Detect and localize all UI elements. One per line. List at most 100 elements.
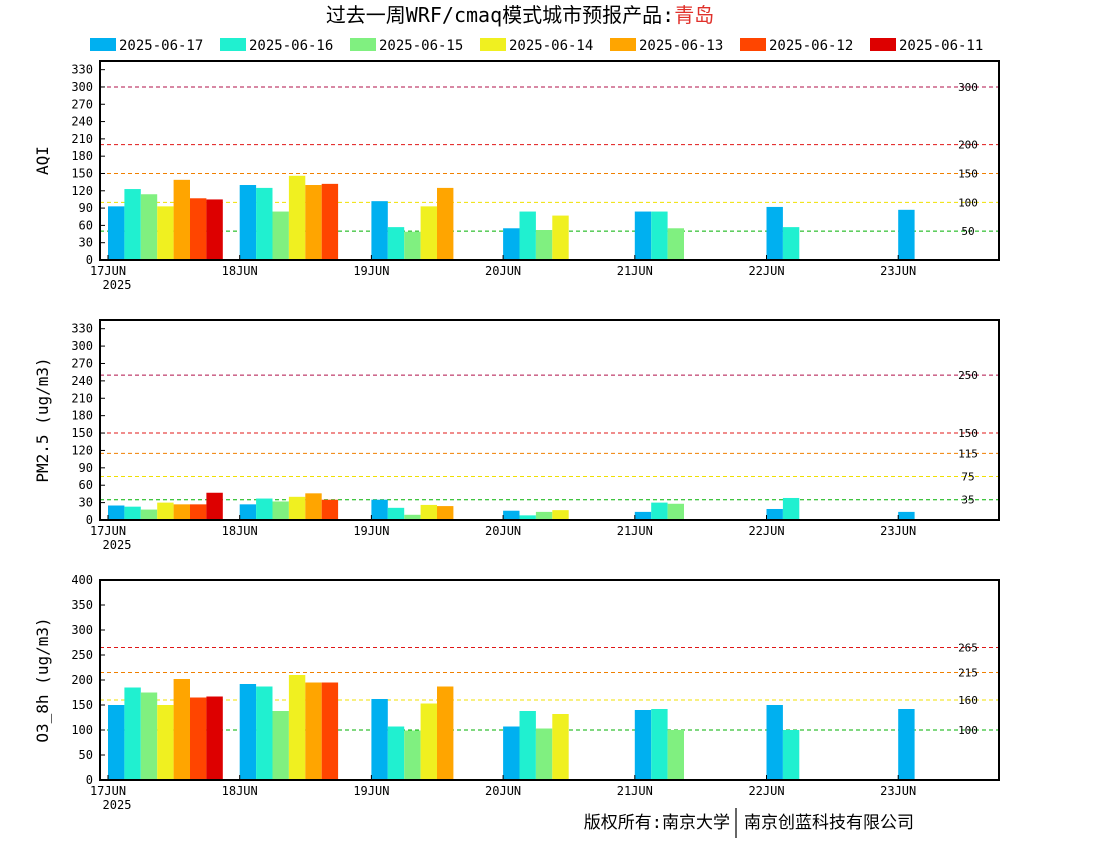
y-tick-label: 120 <box>71 443 93 457</box>
bar <box>239 684 257 780</box>
y-tick-label: 150 <box>71 166 93 180</box>
y-tick-label: 330 <box>71 322 93 336</box>
y-tick-label: 300 <box>71 623 93 637</box>
y-tick-label: 200 <box>71 673 93 687</box>
y-tick-label: 210 <box>71 132 93 146</box>
y-tick-label: 300 <box>71 339 93 353</box>
x-tick-label: 19JUN <box>353 524 389 538</box>
bar <box>404 231 421 260</box>
bar <box>272 501 289 520</box>
bar <box>190 198 207 260</box>
bar <box>108 705 125 780</box>
y-tick-label: 30 <box>79 236 93 250</box>
y-axis-label: PM2.5 (ug/m3) <box>33 357 52 482</box>
bar <box>782 227 800 260</box>
y-tick-label: 330 <box>71 63 93 77</box>
y-axis-label: AQI <box>33 146 52 175</box>
bar <box>766 705 783 780</box>
bar <box>140 692 158 780</box>
bar <box>503 726 520 780</box>
x-tick-label: 22JUN <box>748 784 784 798</box>
bar <box>239 185 257 260</box>
bar <box>437 506 454 520</box>
copyright-left: 版权所有:南京大学 <box>584 813 730 833</box>
chart-title: 过去一周WRF/cmaq模式城市预报产品:青岛 <box>326 3 714 27</box>
chart-panel: 300 200 150 100 50 0 30 60 90 120 150 180 210 240 270 3… <box>33 60 1000 292</box>
y-tick-label: 270 <box>71 97 93 111</box>
threshold-label: 215 <box>958 667 978 680</box>
bar <box>535 230 553 260</box>
bar <box>288 675 306 780</box>
bar <box>272 711 289 780</box>
y-tick-label: 90 <box>79 201 93 215</box>
y-tick-label: 210 <box>71 391 93 405</box>
bar <box>552 714 569 780</box>
x-tick-label: 18JUN <box>222 524 258 538</box>
y-tick-label: 120 <box>71 184 93 198</box>
legend-swatch <box>90 38 116 51</box>
legend-label: 2025-06-15 <box>379 38 463 54</box>
bar <box>371 699 388 780</box>
bar <box>420 504 437 520</box>
threshold-label: 50 <box>961 225 974 238</box>
bar <box>898 511 915 520</box>
copyright-right: 南京创蓝科技有限公司 <box>744 813 914 833</box>
bar <box>651 211 668 260</box>
bar <box>288 496 306 520</box>
threshold-label: 200 <box>958 139 978 152</box>
y-tick-label: 60 <box>79 218 93 232</box>
x-tick-label: 17JUN <box>90 524 126 538</box>
legend-label: 2025-06-17 <box>119 38 203 54</box>
y-tick-label: 350 <box>71 598 93 612</box>
y-tick-label: 100 <box>71 723 93 737</box>
y-tick-label: 240 <box>71 374 93 388</box>
legend-label: 2025-06-14 <box>509 38 593 54</box>
x-tick-label: 23JUN <box>880 524 916 538</box>
x-tick-label: 22JUN <box>748 524 784 538</box>
bar <box>124 189 141 260</box>
bar <box>503 228 520 260</box>
bar <box>437 686 454 780</box>
bar <box>108 505 125 520</box>
bar <box>173 179 190 260</box>
chart-title-city: 青岛 <box>674 3 714 27</box>
bar <box>535 511 553 520</box>
bar <box>256 686 273 780</box>
bar <box>157 705 174 780</box>
bar <box>667 730 684 780</box>
chart-title-main: 过去一周WRF/cmaq模式城市预报产品: <box>326 3 674 27</box>
bar <box>898 209 915 260</box>
bar <box>519 515 536 520</box>
legend-label: 2025-06-13 <box>639 38 723 54</box>
threshold-label: 265 <box>958 642 978 655</box>
bar <box>124 506 141 520</box>
legend-swatch <box>610 38 636 51</box>
x-tick-label: 21JUN <box>617 524 653 538</box>
bar <box>552 510 569 520</box>
bar <box>651 502 668 520</box>
legend-swatch <box>350 38 376 51</box>
bar <box>634 710 652 780</box>
bar <box>420 703 437 780</box>
x-tick-label: 19JUN <box>353 264 389 278</box>
x-tick-label: 18JUN <box>222 264 258 278</box>
bar <box>206 199 223 260</box>
bar <box>519 211 536 260</box>
bar <box>140 509 158 520</box>
y-tick-label: 180 <box>71 149 93 163</box>
x-tick-label: 17JUN <box>90 264 126 278</box>
y-tick-label: 90 <box>79 461 93 475</box>
bar <box>157 206 174 260</box>
bar <box>634 211 652 260</box>
bar <box>173 679 190 780</box>
legend-swatch <box>740 38 766 51</box>
bar <box>272 211 289 260</box>
y-tick-label: 50 <box>79 748 93 762</box>
bar <box>190 697 207 780</box>
bar <box>519 711 536 780</box>
legend-swatch <box>480 38 506 51</box>
bar <box>387 227 405 260</box>
legend-item: 2025-06-16 <box>220 38 333 54</box>
bar <box>651 709 668 780</box>
bar <box>552 215 569 260</box>
